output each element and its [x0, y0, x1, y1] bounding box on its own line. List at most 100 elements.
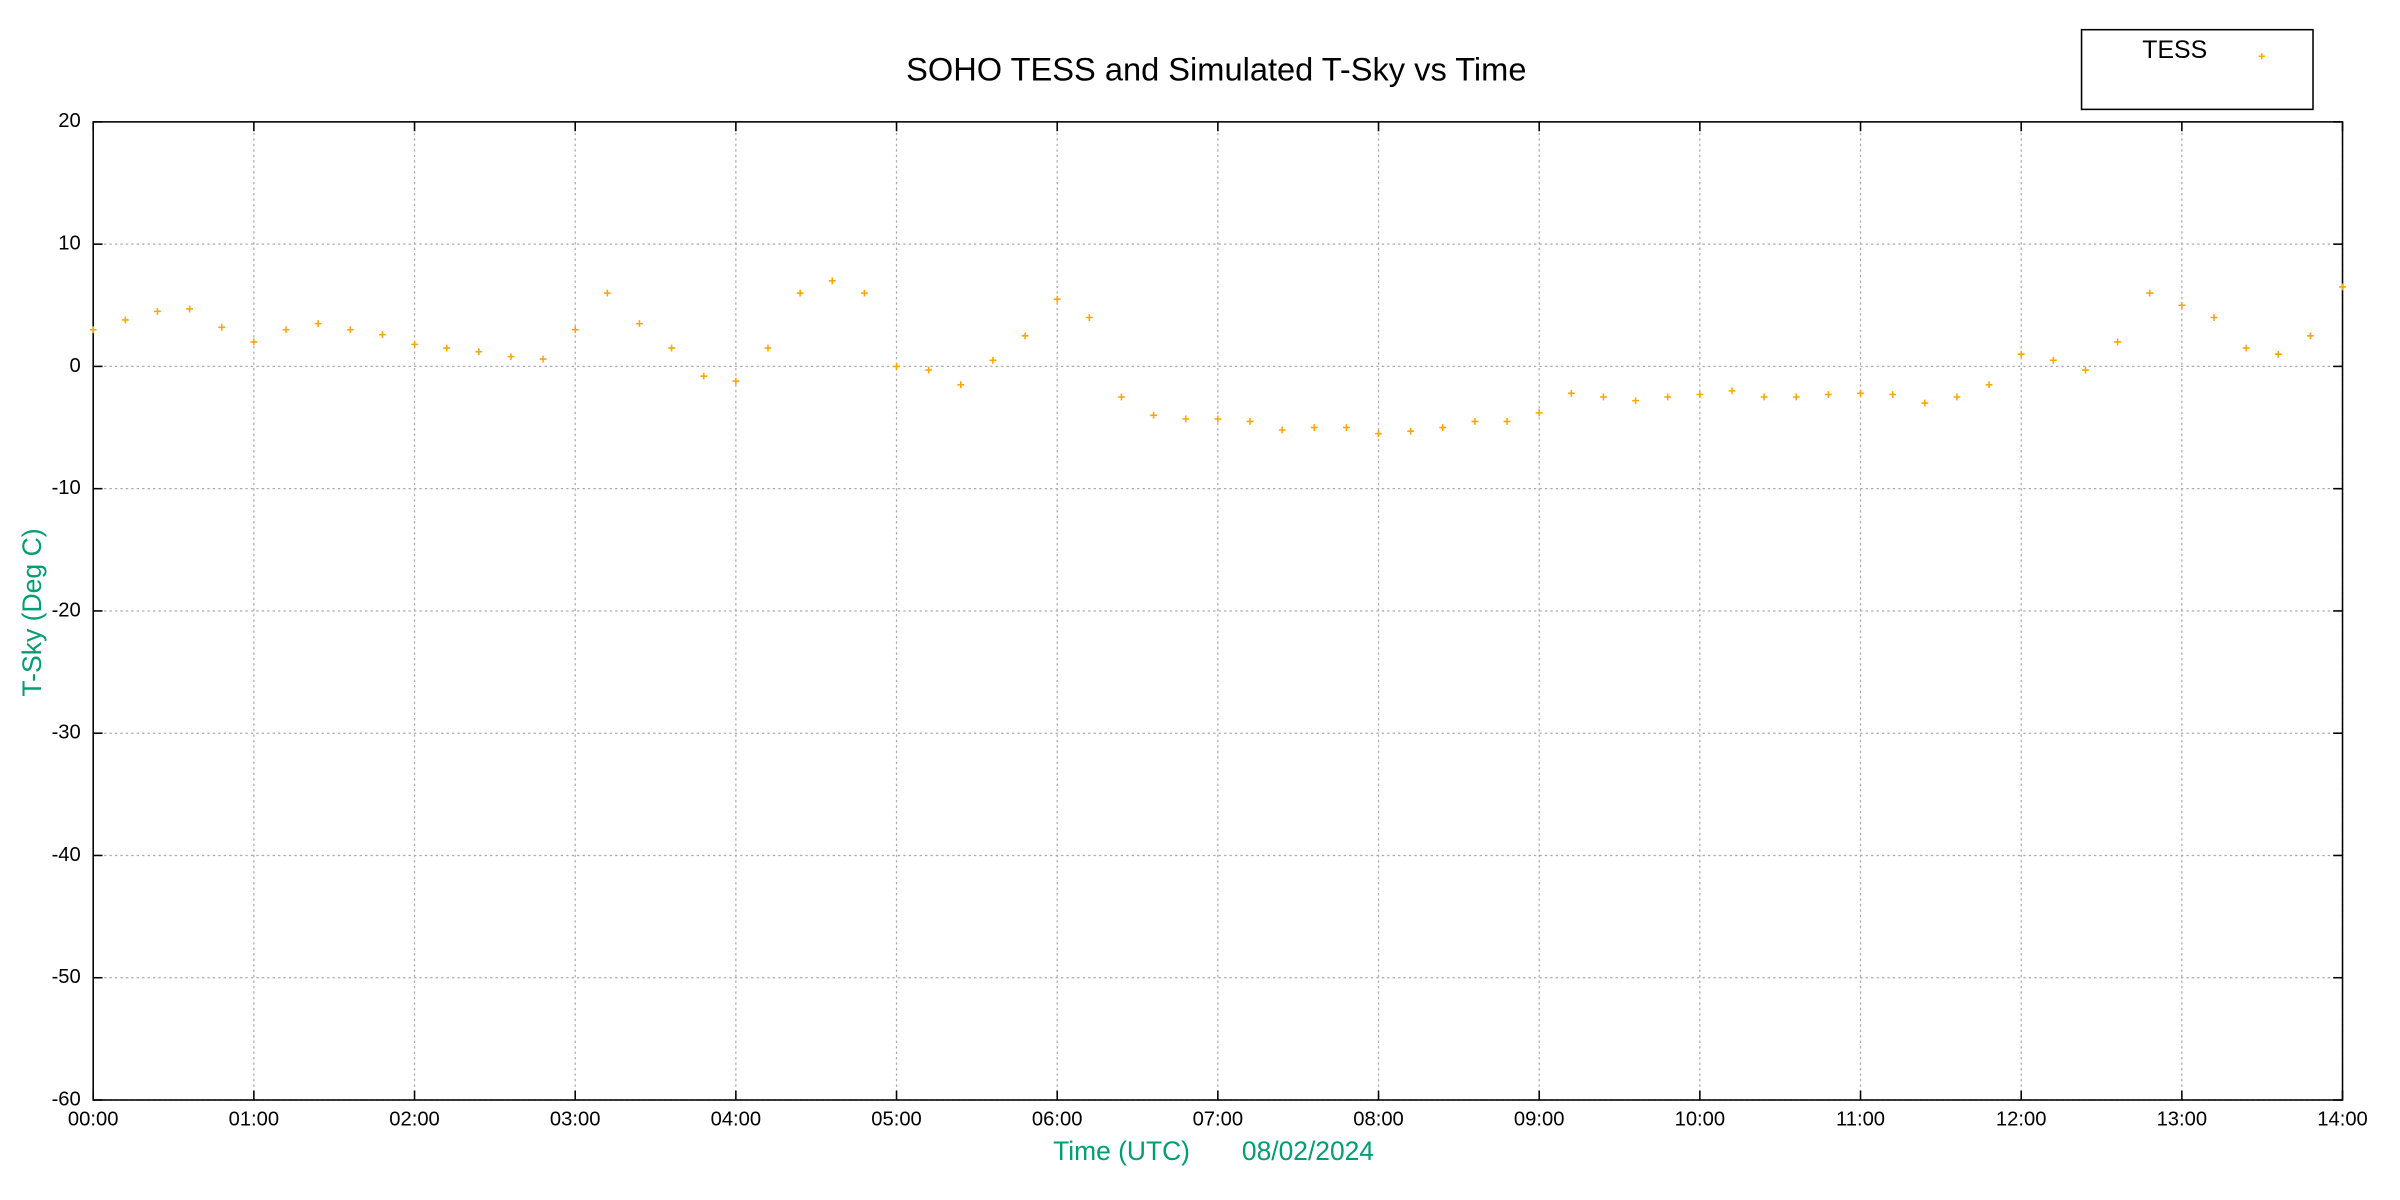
data-point — [1567, 389, 1575, 397]
data-point — [2306, 332, 2314, 340]
legend: TESS — [2080, 28, 2314, 111]
data-point — [1953, 393, 1961, 401]
data-point — [218, 323, 226, 331]
data-point — [700, 372, 708, 380]
data-point — [2017, 350, 2025, 358]
data-point — [378, 331, 386, 339]
x-tick-label: 05:00 — [871, 1109, 922, 1131]
data-point — [475, 348, 483, 356]
y-tick-label: 0 — [70, 355, 81, 377]
x-tick-label: 04:00 — [711, 1109, 762, 1131]
x-axis-label: Time (UTC) — [1053, 1136, 1190, 1166]
data-point — [507, 353, 515, 361]
data-point — [668, 344, 676, 352]
data-point — [732, 377, 740, 385]
data-point — [796, 289, 804, 297]
data-point — [1792, 393, 1800, 401]
data-point — [1728, 387, 1736, 395]
x-tick-label: 01:00 — [229, 1109, 280, 1131]
data-point — [89, 326, 97, 334]
x-tick-label: 07:00 — [1193, 1109, 1244, 1131]
data-point — [1985, 381, 1993, 389]
data-point — [2274, 350, 2282, 358]
data-point — [2146, 289, 2154, 297]
y-tick-label: -20 — [52, 599, 81, 621]
y-tick-label: 10 — [58, 232, 80, 254]
data-point — [1889, 391, 1897, 398]
data-point — [1150, 411, 1158, 419]
x-tick-label: 02:00 — [389, 1109, 440, 1131]
x-tick-label: 12:00 — [1996, 1109, 2047, 1131]
data-point — [1085, 314, 1093, 321]
data-point — [1439, 424, 1447, 431]
data-point — [2178, 301, 2186, 309]
data-point — [443, 344, 451, 352]
data-point — [828, 277, 836, 285]
y-tick-label: -50 — [52, 966, 81, 988]
data-point — [154, 307, 161, 315]
data-point — [1535, 409, 1543, 417]
x-tick-label: 03:00 — [550, 1109, 601, 1131]
data-point — [1246, 417, 1254, 425]
y-tick-label: -40 — [52, 844, 81, 866]
data-point — [1857, 389, 1864, 397]
data-point — [1342, 424, 1350, 431]
data-point — [186, 305, 194, 313]
data-point — [411, 340, 418, 348]
data-point — [1824, 391, 1832, 398]
data-point — [2114, 338, 2122, 346]
chart-title: SOHO TESS and Simulated T-Sky vs Time — [906, 50, 1526, 87]
x-tick-label: 10:00 — [1675, 1109, 1726, 1131]
data-point — [1310, 424, 1318, 431]
data-point — [1760, 393, 1768, 401]
data-point — [2210, 314, 2218, 321]
data-point — [250, 338, 258, 346]
data-point — [1407, 427, 1415, 435]
x-tick-label: 08:00 — [1353, 1109, 1404, 1131]
data-point — [764, 344, 772, 352]
data-point — [2049, 356, 2057, 364]
data-point — [121, 316, 129, 324]
x-tick-label: 09:00 — [1514, 1109, 1565, 1131]
data-point — [2339, 283, 2346, 291]
data-point — [1632, 397, 1640, 405]
data-point — [893, 362, 900, 370]
legend-box — [2080, 28, 2314, 111]
y-tick-label: -10 — [52, 477, 81, 499]
data-point — [989, 356, 997, 364]
x-tick-label: 13:00 — [2157, 1109, 2208, 1131]
data-point — [1664, 393, 1672, 401]
y-tick-label: -60 — [52, 1088, 81, 1110]
data-point — [1278, 426, 1286, 434]
data-point — [539, 355, 547, 363]
data-point — [1600, 393, 1607, 401]
data-point — [1471, 417, 1479, 425]
x-tick-label: 00:00 — [68, 1109, 119, 1131]
y-axis-label: T-Sky (Deg C) — [17, 528, 47, 696]
data-point — [2242, 344, 2250, 352]
data-point — [1182, 415, 1190, 423]
legend-marker — [2258, 53, 2265, 60]
data-point — [282, 326, 290, 334]
data-point — [636, 320, 643, 328]
y-tick-label: 20 — [58, 110, 80, 132]
data-point — [1021, 332, 1029, 340]
data-point — [957, 381, 965, 389]
data-point — [2082, 366, 2089, 374]
x-tick-label: 06:00 — [1032, 1109, 1083, 1131]
data-point — [925, 366, 933, 374]
data-point — [1696, 391, 1704, 398]
y-tick-label: -30 — [52, 722, 81, 744]
data-point — [1503, 417, 1511, 425]
x-tick-label: 11:00 — [1836, 1109, 1885, 1131]
data-point — [603, 289, 611, 297]
data-point — [860, 289, 868, 297]
data-point — [346, 326, 354, 334]
data-point — [571, 326, 579, 334]
data-point — [1214, 415, 1222, 423]
legend-label: TESS — [2142, 36, 2207, 64]
data-point — [1053, 295, 1061, 303]
x-tick-label: 14:00 — [2317, 1109, 2368, 1131]
